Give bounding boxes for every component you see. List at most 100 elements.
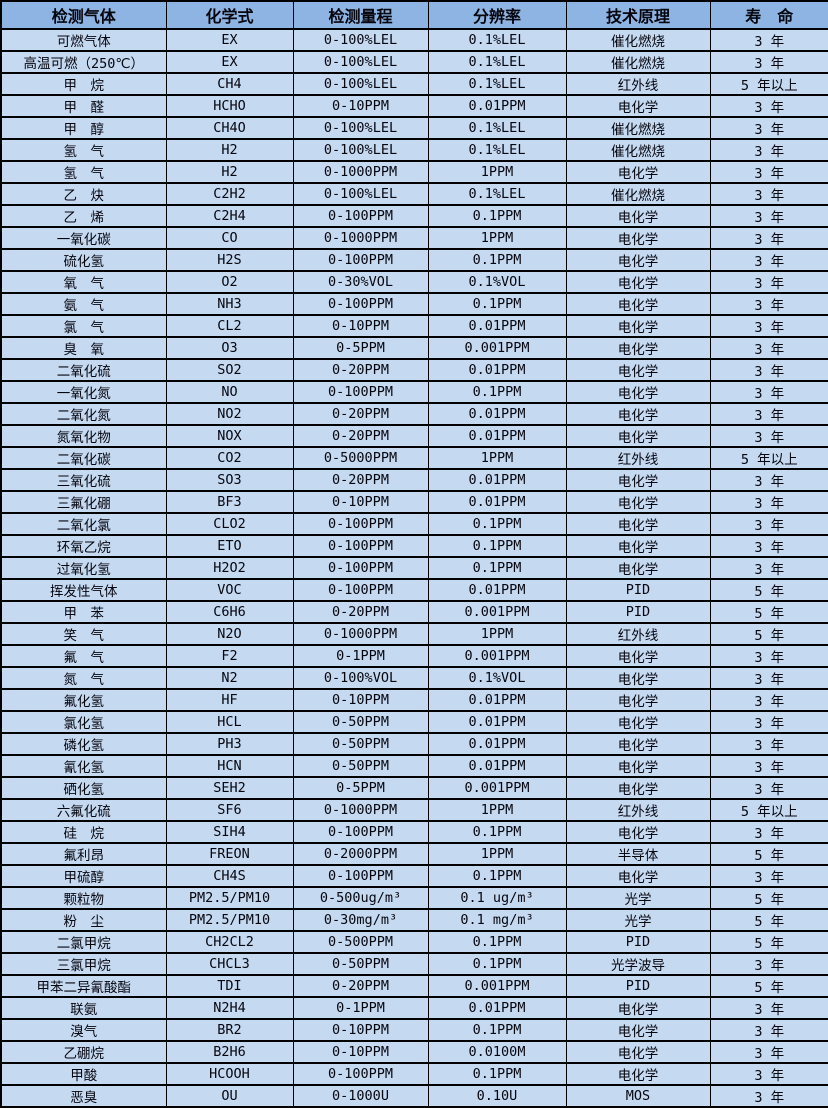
cell-resolution: 0.01PPM (427, 424, 567, 448)
table-row: 甲硫醇 CH4S 0-100PPM 0.1PPM 电化学 3 年 (0, 864, 828, 888)
cell-life: 3 年 (709, 534, 828, 558)
cell-formula: N2H4 (165, 996, 294, 1020)
cell-resolution: 0.001PPM (427, 974, 567, 998)
cell-resolution: 1PPM (427, 798, 567, 822)
cell-gas: 甲苯二异氰酸酯 (0, 974, 167, 998)
header-formula: 化学式 (165, 0, 294, 30)
cell-formula: N2 (165, 666, 294, 690)
cell-gas: 高温可燃（250℃） (0, 50, 167, 74)
cell-range: 0-1000U (292, 1084, 429, 1108)
cell-principle: 催化燃烧 (565, 28, 711, 52)
cell-life: 3 年 (709, 94, 828, 118)
cell-formula: NO (165, 380, 294, 404)
cell-gas: 甲 醇 (0, 116, 167, 140)
table-row: 一氧化碳 CO 0-1000PPM 1PPM 电化学 3 年 (0, 226, 828, 250)
cell-gas: 二氧化氮 (0, 402, 167, 426)
cell-range: 0-2000PPM (292, 842, 429, 866)
cell-principle: 电化学 (565, 688, 711, 712)
cell-gas: 一氧化碳 (0, 226, 167, 250)
cell-gas: 臭 氧 (0, 336, 167, 360)
table-row: 挥发性气体 VOC 0-100PPM 0.01PPM PID 5 年 (0, 578, 828, 602)
cell-principle: PID (565, 930, 711, 954)
cell-range: 0-20PPM (292, 402, 429, 426)
cell-resolution: 0.01PPM (427, 754, 567, 778)
cell-range: 0-100PPM (292, 204, 429, 228)
cell-life: 3 年 (709, 710, 828, 734)
table-row: 臭 氧 O3 0-5PPM 0.001PPM 电化学 3 年 (0, 336, 828, 360)
cell-range: 0-100PPM (292, 248, 429, 272)
table-row: 甲 醛 HCHO 0-10PPM 0.01PPM 电化学 3 年 (0, 94, 828, 118)
cell-formula: FREON (165, 842, 294, 866)
cell-range: 0-10PPM (292, 688, 429, 712)
cell-life: 3 年 (709, 292, 828, 316)
table-row: 氟 气 F2 0-1PPM 0.001PPM 电化学 3 年 (0, 644, 828, 668)
cell-life: 5 年 (709, 908, 828, 932)
cell-life: 3 年 (709, 688, 828, 712)
cell-principle: 光学 (565, 886, 711, 910)
table-row: 硅 烷 SIH4 0-100PPM 0.1PPM 电化学 3 年 (0, 820, 828, 844)
cell-resolution: 0.1 mg/m³ (427, 908, 567, 932)
cell-range: 0-5PPM (292, 776, 429, 800)
cell-formula: ETO (165, 534, 294, 558)
cell-life: 5 年 (709, 842, 828, 866)
table-row: 颗粒物 PM2.5/PM10 0-500ug/m³ 0.1 ug/m³ 光学 5 年 (0, 886, 828, 910)
cell-principle: 电化学 (565, 402, 711, 426)
cell-principle: PID (565, 600, 711, 624)
cell-formula: CO (165, 226, 294, 250)
cell-formula: HCN (165, 754, 294, 778)
cell-resolution: 0.1PPM (427, 556, 567, 580)
cell-principle: 电化学 (565, 490, 711, 514)
cell-principle: 电化学 (565, 226, 711, 250)
cell-life: 5 年 (709, 974, 828, 998)
table-row: 甲苯二异氰酸酯 TDI 0-20PPM 0.001PPM PID 5 年 (0, 974, 828, 998)
cell-gas: 甲硫醇 (0, 864, 167, 888)
cell-life: 3 年 (709, 776, 828, 800)
cell-life: 5 年 (709, 930, 828, 954)
cell-range: 0-1PPM (292, 644, 429, 668)
cell-formula: NO2 (165, 402, 294, 426)
cell-resolution: 0.1PPM (427, 1062, 567, 1086)
cell-formula: SO2 (165, 358, 294, 382)
table-row: 氨 气 NH3 0-100PPM 0.1PPM 电化学 3 年 (0, 292, 828, 316)
cell-formula: H2O2 (165, 556, 294, 580)
table-row: 溴气 BR2 0-10PPM 0.1PPM 电化学 3 年 (0, 1018, 828, 1042)
cell-resolution: 1PPM (427, 160, 567, 184)
cell-gas: 颗粒物 (0, 886, 167, 910)
cell-resolution: 0.1%LEL (427, 182, 567, 206)
cell-range: 0-100PPM (292, 820, 429, 844)
cell-life: 5 年以上 (709, 72, 828, 96)
cell-life: 5 年 (709, 886, 828, 910)
cell-gas: 二氧化碳 (0, 446, 167, 470)
cell-formula: CH4S (165, 864, 294, 888)
cell-principle: 催化燃烧 (565, 116, 711, 140)
cell-range: 0-100PPM (292, 292, 429, 316)
cell-gas: 甲 醛 (0, 94, 167, 118)
table-row: 粉 尘 PM2.5/PM10 0-30mg/m³ 0.1 mg/m³ 光学 5 年 (0, 908, 828, 932)
cell-resolution: 0.1%LEL (427, 50, 567, 74)
cell-range: 0-100%LEL (292, 50, 429, 74)
cell-life: 3 年 (709, 402, 828, 426)
cell-resolution: 0.01PPM (427, 578, 567, 602)
cell-formula: CH4 (165, 72, 294, 96)
cell-principle: 电化学 (565, 468, 711, 492)
cell-principle: 电化学 (565, 424, 711, 448)
cell-life: 3 年 (709, 952, 828, 976)
cell-principle: 电化学 (565, 380, 711, 404)
cell-formula: PM2.5/PM10 (165, 908, 294, 932)
cell-principle: PID (565, 974, 711, 998)
cell-life: 3 年 (709, 1084, 828, 1108)
table-row: 二氯甲烷 CH2CL2 0-500PPM 0.1PPM PID 5 年 (0, 930, 828, 954)
table-row: 高温可燃（250℃） EX 0-100%LEL 0.1%LEL 催化燃烧 3 年 (0, 50, 828, 74)
cell-resolution: 0.01PPM (427, 688, 567, 712)
cell-formula: NOX (165, 424, 294, 448)
table-body: 可燃气体 EX 0-100%LEL 0.1%LEL 催化燃烧 3 年高温可燃（250℃） E… (0, 28, 828, 1108)
cell-resolution: 0.1PPM (427, 864, 567, 888)
cell-range: 0-100PPM (292, 512, 429, 536)
table-row: 恶臭 OU 0-1000U 0.10U MOS 3 年 (0, 1084, 828, 1108)
cell-gas: 二氧化氯 (0, 512, 167, 536)
header-gas: 检测气体 (0, 0, 167, 30)
cell-resolution: 0.1%VOL (427, 666, 567, 690)
cell-gas: 硒化氢 (0, 776, 167, 800)
cell-principle: 电化学 (565, 336, 711, 360)
cell-range: 0-20PPM (292, 424, 429, 448)
